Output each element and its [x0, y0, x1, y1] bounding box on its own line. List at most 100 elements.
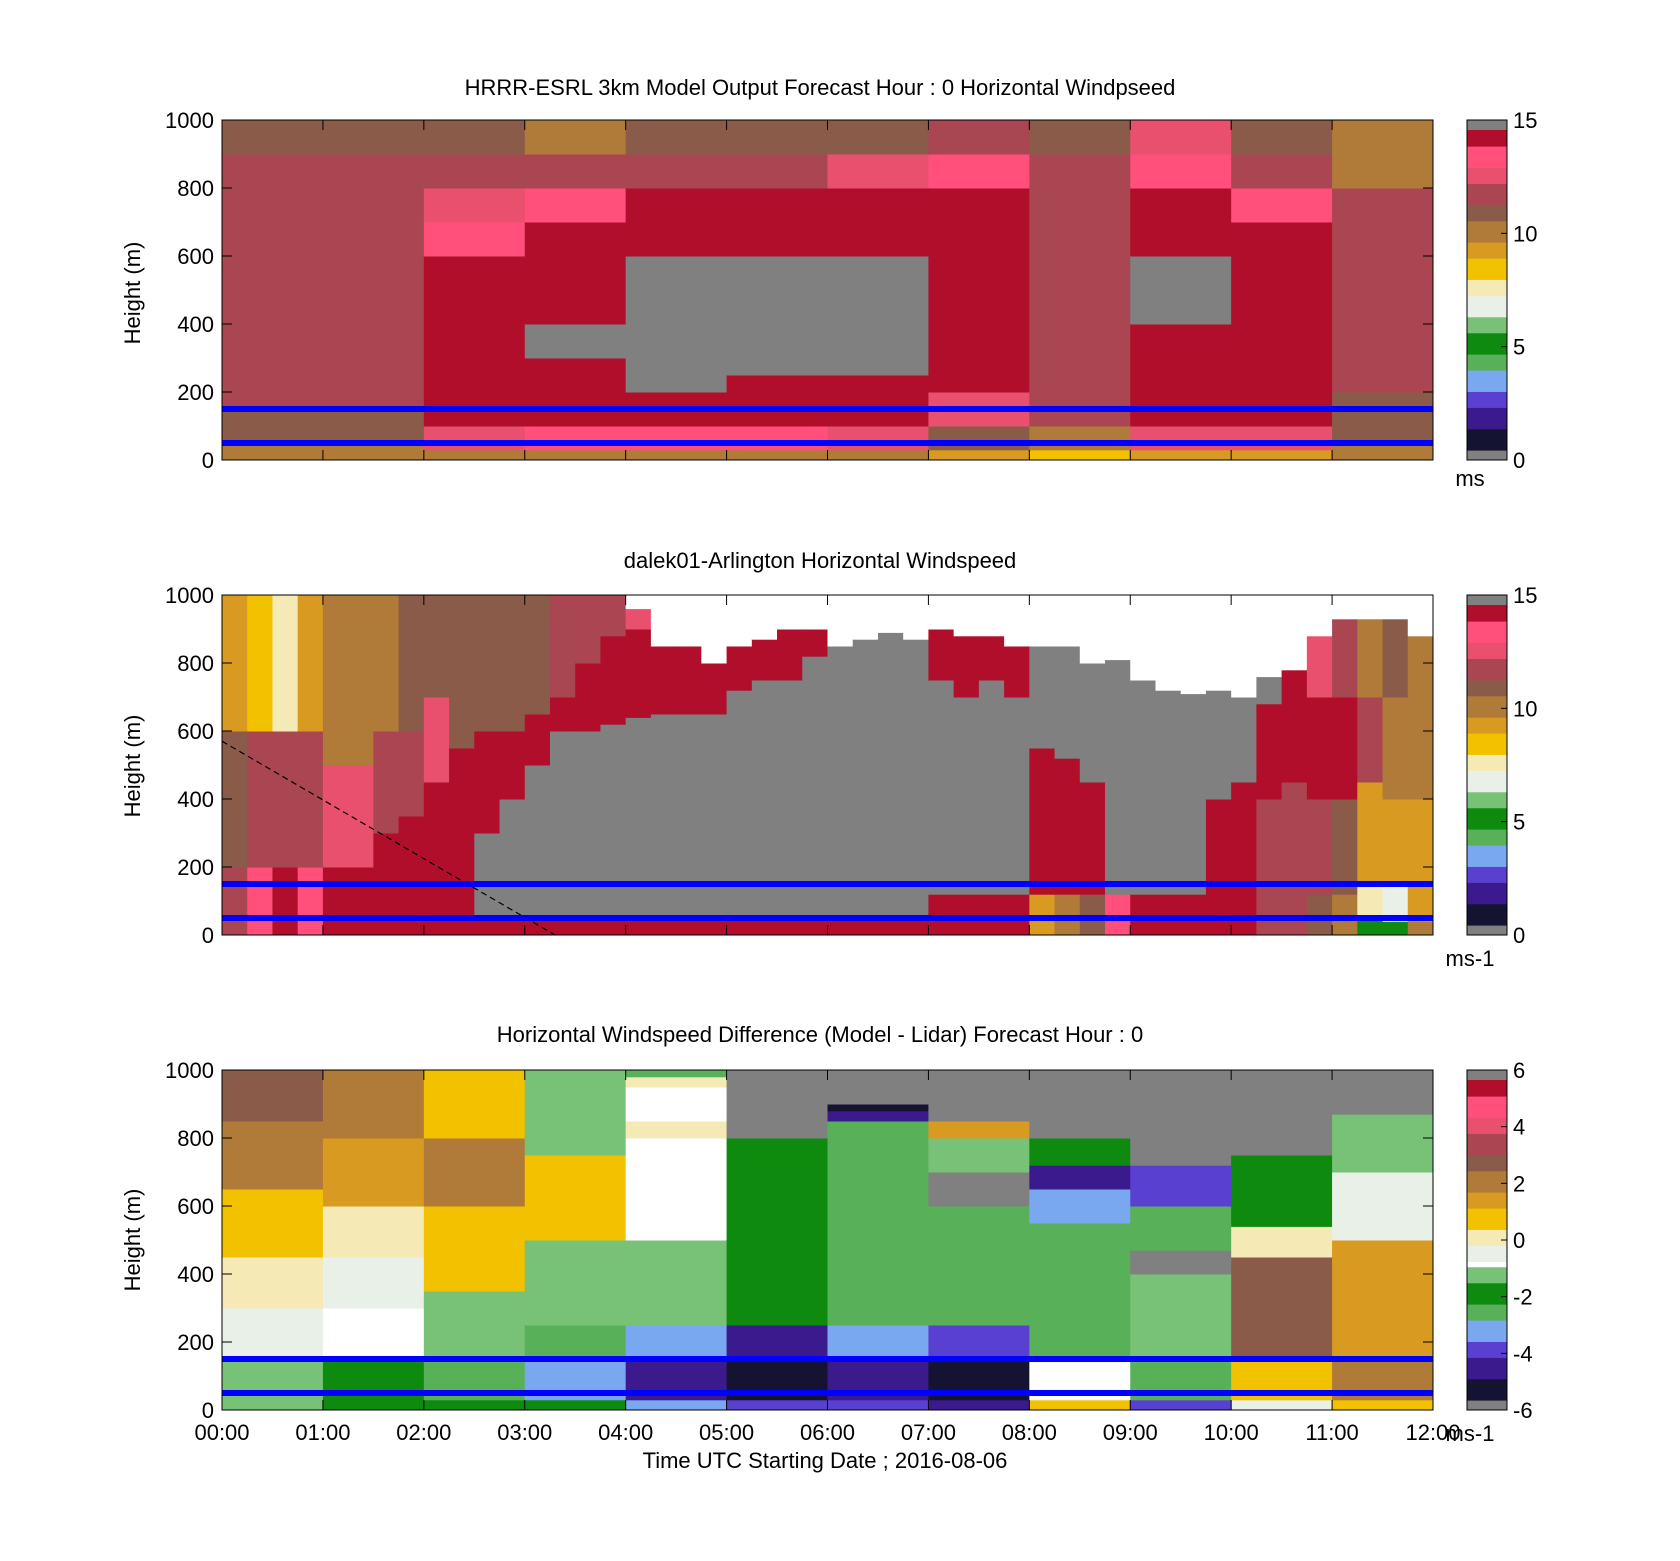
heatmap-cell: [827, 222, 929, 257]
colorbar-tick-label: 0: [1513, 448, 1525, 473]
heatmap-cell: [903, 595, 929, 640]
colorbar-segment: [1467, 861, 1507, 867]
model-panel-ylabel: Height (m): [120, 242, 145, 345]
colorbar-segment: [1467, 663, 1507, 670]
colorbar-bottom-cap: [1467, 1400, 1507, 1410]
heatmap-cell: [1130, 120, 1232, 155]
heatmap-cell: [1281, 782, 1308, 895]
heatmap-cell: [524, 714, 551, 766]
heatmap-cell: [322, 1257, 425, 1309]
colorbar-segment: [1467, 850, 1507, 857]
heatmap-cell: [726, 256, 828, 376]
heatmap-cell: [322, 443, 425, 451]
colorbar-segment: [1467, 674, 1507, 681]
colorbar-segment: [1467, 919, 1507, 926]
x-axis-label: Time UTC Starting Date ; 2016-08-06: [643, 1448, 1008, 1473]
heatmap-cell: [1332, 894, 1358, 936]
colorbar-segment: [1467, 231, 1507, 238]
y-tick-label: 1000: [165, 1058, 214, 1083]
colorbar-segment: [1467, 247, 1507, 254]
heatmap-cell: [1306, 894, 1333, 936]
heatmap-cell: [625, 1325, 728, 1360]
colorbar-segment: [1467, 759, 1507, 766]
heatmap-cell: [348, 765, 374, 868]
colorbar-segment: [1467, 396, 1507, 403]
x-tick-label: 07:00: [901, 1420, 956, 1445]
heatmap-cell: [1231, 222, 1333, 427]
heatmap-cell: [423, 449, 526, 461]
heatmap-cell: [852, 918, 879, 936]
colorbar-segment: [1467, 140, 1507, 147]
heatmap-cell: [625, 188, 728, 223]
colorbar-segment: [1467, 1277, 1507, 1284]
heatmap-cell: [701, 595, 728, 664]
heatmap-cell: [449, 595, 475, 749]
heatmap-cell: [600, 918, 627, 936]
heatmap-cell: [827, 449, 929, 461]
heatmap-cell: [549, 595, 576, 698]
y-tick-label: 600: [177, 719, 214, 744]
heatmap-cell: [575, 731, 601, 919]
heatmap-cell: [1332, 392, 1434, 444]
colorbar-segment: [1467, 1176, 1507, 1182]
colorbar-segment: [1467, 391, 1507, 398]
colorbar-segment: [1467, 626, 1507, 633]
heatmap-cell: [524, 765, 551, 919]
colorbar-segment: [1467, 162, 1507, 168]
heatmap-cell: [1180, 894, 1207, 936]
heatmap-cell: [1130, 680, 1156, 817]
heatmap-cell: [222, 154, 324, 325]
heatmap-cell: [1029, 1325, 1131, 1360]
heatmap-cell: [1332, 443, 1434, 461]
heatmap-cell: [322, 120, 425, 155]
y-tick-label: 200: [177, 855, 214, 880]
colorbar-segment: [1467, 375, 1507, 382]
colorbar-segment: [1467, 1197, 1507, 1204]
colorbar-segment: [1467, 1165, 1507, 1172]
heatmap-cell: [423, 1070, 526, 1139]
heatmap-cell: [726, 449, 828, 461]
heatmap-cell: [726, 918, 753, 936]
lidar-panel-title: dalek01-Arlington Horizontal Windspeed: [624, 548, 1017, 573]
heatmap-cell: [322, 1070, 425, 1139]
heatmap-cell: [1130, 1165, 1232, 1207]
heatmap-cell: [474, 731, 501, 834]
colorbar-top-cap: [1467, 1070, 1507, 1080]
heatmap-cell: [928, 894, 955, 936]
heatmap-cell: [625, 1121, 728, 1139]
heatmap-cell: [625, 918, 652, 936]
colorbar-segment: [1467, 829, 1507, 835]
colorbar-segment: [1467, 893, 1507, 899]
heatmap-cell: [827, 646, 854, 919]
colorbar-bottom-cap: [1467, 450, 1507, 460]
colorbar-segment: [1467, 1170, 1507, 1177]
heatmap-cell: [877, 595, 904, 633]
x-tick-label: 03:00: [497, 1420, 552, 1445]
heatmap-cell: [1004, 894, 1030, 936]
heatmap-cell: [1332, 618, 1358, 698]
heatmap-cell: [1205, 690, 1232, 800]
colorbar-segment: [1467, 717, 1507, 723]
colorbar-segment: [1467, 1309, 1507, 1316]
colorbar-segment: [1467, 743, 1507, 750]
colorbar-segment: [1467, 1192, 1507, 1198]
heatmap-cell: [1130, 1274, 1232, 1360]
heatmap-cell: [726, 222, 828, 257]
heatmap-cell: [1407, 595, 1434, 637]
heatmap-cell: [1407, 635, 1434, 698]
colorbar-segment: [1467, 1154, 1507, 1161]
colorbar-segment: [1467, 1282, 1507, 1289]
heatmap-cell: [726, 1070, 828, 1139]
heatmap-cell: [827, 1399, 929, 1411]
heatmap-cell: [978, 595, 1005, 637]
colorbar-segment: [1467, 823, 1507, 830]
heatmap-cell: [524, 918, 551, 936]
y-tick-label: 200: [177, 380, 214, 405]
heatmap-cell: [877, 632, 904, 919]
difference-panel: Horizontal Windspeed Difference (Model -…: [120, 1022, 1533, 1473]
heatmap-cell: [524, 1155, 627, 1241]
heatmap-cell: [1029, 1070, 1131, 1139]
heatmap-cell: [928, 1070, 1030, 1122]
colorbar-segment: [1467, 791, 1507, 798]
heatmap-cell: [1357, 595, 1384, 620]
